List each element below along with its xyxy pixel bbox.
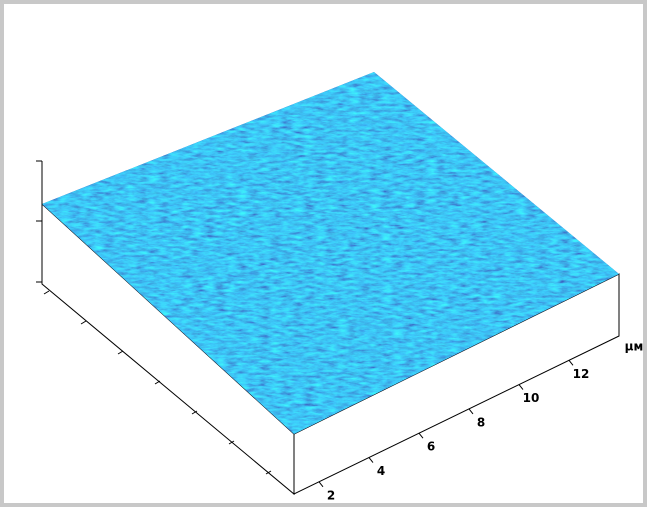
axis-tick-label: 8 bbox=[477, 415, 485, 429]
axis-tick bbox=[518, 384, 524, 390]
edge-tick bbox=[228, 440, 235, 445]
axis-tick-label: 6 bbox=[427, 440, 435, 454]
axis-tick-label: 4 bbox=[377, 464, 385, 478]
surface-texture bbox=[42, 72, 619, 434]
edge-tick bbox=[265, 470, 272, 475]
axis-tick bbox=[418, 432, 424, 439]
surface-plot: µм 2 4 6 8 10 12 bbox=[36, 72, 644, 502]
edge-tick bbox=[154, 380, 161, 385]
edge-tick bbox=[80, 320, 87, 325]
edge-tick bbox=[117, 350, 124, 355]
axis-tick-label: 10 bbox=[523, 391, 540, 405]
axis-tick-label: 12 bbox=[573, 367, 590, 381]
axis-tick bbox=[468, 408, 474, 415]
axis-unit: µм bbox=[625, 340, 644, 354]
edge-tick bbox=[43, 290, 50, 295]
edge-tick bbox=[191, 410, 198, 415]
axis-tick bbox=[568, 359, 574, 366]
axis-tick bbox=[318, 481, 324, 488]
axis-tick bbox=[368, 457, 374, 463]
left-axis-ticks bbox=[43, 290, 272, 475]
axis-tick-label: 2 bbox=[327, 488, 335, 502]
